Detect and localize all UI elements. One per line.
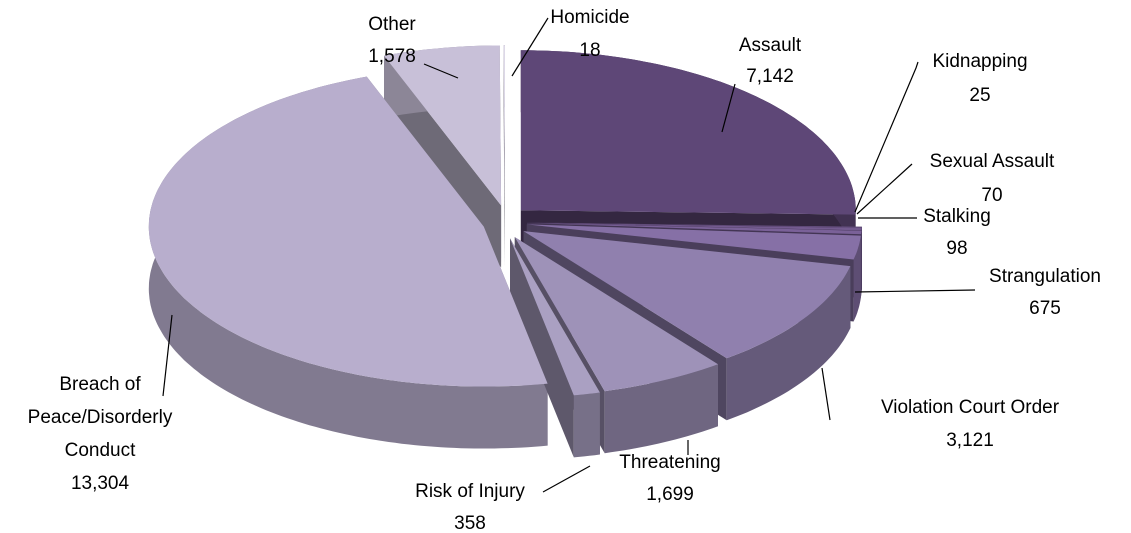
slice (520, 50, 856, 215)
slice (523, 231, 851, 359)
slice (527, 222, 862, 231)
value-label: 18 (579, 40, 600, 61)
category-label: Kidnapping (932, 51, 1027, 72)
slice (384, 45, 502, 206)
value-label: 358 (454, 513, 486, 533)
value-label: 7,142 (746, 66, 794, 87)
leader-line (854, 289, 976, 293)
value-label: 675 (1029, 298, 1061, 319)
slice (510, 238, 600, 396)
slice (527, 222, 862, 228)
leader-line (721, 83, 736, 133)
leader-line (162, 314, 173, 397)
category-label: Violation Court Order (881, 397, 1060, 418)
leader-line (856, 163, 913, 215)
slice-outer-side (853, 235, 861, 322)
category-label: Strangulation (989, 266, 1101, 287)
slice-outer-side (726, 266, 851, 421)
slice (527, 223, 862, 235)
leader-line (854, 61, 919, 213)
category-label: Threatening (619, 452, 720, 473)
category-label: Stalking (923, 206, 991, 227)
slice-radial-side (510, 238, 574, 458)
leader-line (821, 367, 831, 421)
category-label: Risk of Injury (415, 481, 525, 502)
value-label: 1,699 (646, 484, 694, 505)
category-label: Sexual Assault (930, 151, 1055, 172)
slice (148, 76, 548, 387)
slice (526, 224, 861, 260)
value-label: 3,121 (946, 430, 994, 451)
value-label: 25 (969, 85, 990, 106)
slice-outer-side (573, 392, 600, 458)
leader-line (511, 17, 549, 77)
slice-outer-side (604, 364, 718, 454)
slice-outer-side (861, 230, 862, 297)
value-label: 13,304 (71, 473, 130, 494)
value-label: 98 (946, 238, 967, 259)
category-label: Homicide (550, 7, 629, 28)
value-label: 1,578 (368, 46, 416, 67)
slice (514, 237, 718, 392)
value-label: 70 (981, 185, 1002, 206)
slice (503, 45, 505, 206)
category-label: Other (368, 14, 416, 35)
leader-line (542, 465, 591, 493)
category-label: Breach of Peace/Disorderly Conduct (28, 374, 173, 461)
leader-line (423, 63, 459, 79)
category-label: Assault (739, 35, 802, 56)
